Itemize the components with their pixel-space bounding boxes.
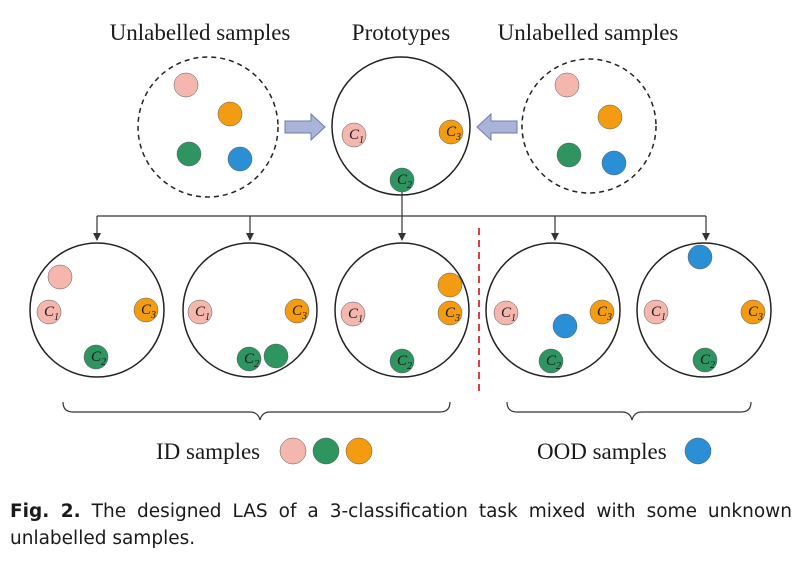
prototype-c1 bbox=[643, 299, 669, 325]
prototype-c1-label: C1 bbox=[195, 304, 210, 323]
prototype-c3 bbox=[589, 299, 615, 325]
prototype-c3-label: C3 bbox=[141, 302, 156, 321]
sample-class1 bbox=[554, 72, 580, 98]
sample-ood bbox=[552, 313, 578, 339]
ood-legend-sample bbox=[684, 437, 712, 465]
prototype-c2-label: C2 bbox=[700, 352, 715, 371]
prototype-c3-label: C3 bbox=[597, 304, 612, 323]
sample-class2 bbox=[176, 141, 202, 167]
ood-case-1: C1 C3 C2 bbox=[485, 242, 621, 378]
las-diagram: Unlabelled samples Prototypes Unlabelled… bbox=[29, 20, 772, 465]
ood-brace bbox=[506, 401, 752, 421]
prototype-c1 bbox=[341, 122, 367, 148]
id-legend-class3 bbox=[345, 437, 373, 465]
prototype-c3 bbox=[438, 119, 464, 145]
unlabelled-samples-left-label: Unlabelled samples bbox=[110, 20, 291, 45]
unlabelled-samples-right-label: Unlabelled samples bbox=[498, 20, 679, 45]
unlabelled-set-left bbox=[137, 56, 279, 198]
prototype-c2-label: C2 bbox=[244, 351, 259, 370]
ood-samples-label: OOD samples bbox=[537, 439, 667, 464]
prototype-c1-label: C1 bbox=[44, 304, 59, 323]
prototype-c3 bbox=[437, 300, 463, 326]
prototype-c2-label: C2 bbox=[397, 172, 412, 191]
prototype-c2 bbox=[83, 344, 109, 370]
prototype-c3-label: C3 bbox=[445, 305, 460, 324]
id-samples-label: ID samples bbox=[156, 439, 260, 464]
prototype-c2 bbox=[538, 348, 564, 374]
sample-class3 bbox=[597, 104, 623, 130]
prototype-c1-label: C1 bbox=[348, 306, 363, 325]
unlabelled-set-right bbox=[521, 58, 657, 194]
sample-class3 bbox=[217, 101, 243, 127]
sample-class2 bbox=[556, 142, 582, 168]
id-legend-class2 bbox=[312, 437, 340, 465]
prototype-c1 bbox=[493, 300, 519, 326]
prototype-c3-label: C3 bbox=[446, 124, 461, 143]
sample-class1 bbox=[173, 72, 199, 98]
distribution-connectors bbox=[93, 192, 710, 241]
prototype-c1 bbox=[340, 301, 366, 327]
prototypes-label: Prototypes bbox=[352, 20, 450, 45]
sample-ood bbox=[227, 146, 253, 172]
prototype-c2 bbox=[236, 346, 262, 372]
prototype-c3-label: C3 bbox=[292, 303, 307, 322]
prototype-c2-label: C2 bbox=[397, 353, 412, 372]
sample-ood bbox=[687, 244, 713, 270]
ood-case-2: C1 C3 C2 bbox=[636, 242, 772, 378]
caption-label: Fig. 2. bbox=[10, 501, 81, 522]
left-block-arrow bbox=[476, 112, 518, 142]
right-block-arrow bbox=[284, 112, 326, 142]
sample-ood bbox=[601, 150, 627, 176]
prototype-c2 bbox=[692, 347, 718, 373]
prototype-c3 bbox=[133, 297, 159, 323]
id-brace bbox=[62, 401, 451, 421]
id-case-1: C1 C3 C2 bbox=[29, 242, 165, 378]
caption-text: The designed LAS of a 3-classification t… bbox=[10, 501, 792, 549]
id-case-2: C1 C3 C2 bbox=[182, 242, 318, 378]
id-case-3: C1 C3 C2 bbox=[334, 242, 470, 378]
prototype-c3 bbox=[740, 299, 766, 325]
prototype-c3-label: C3 bbox=[748, 304, 763, 323]
prototype-c1-label: C1 bbox=[501, 305, 516, 324]
sample-class2 bbox=[263, 343, 289, 369]
id-legend-class1 bbox=[279, 437, 307, 465]
sample-class1 bbox=[47, 264, 73, 290]
prototype-c3 bbox=[284, 298, 310, 324]
sample-class3 bbox=[437, 272, 463, 298]
prototype-c1-label: C1 bbox=[349, 127, 364, 146]
prototype-c2-label: C2 bbox=[91, 349, 106, 368]
prototype-c1 bbox=[187, 299, 213, 325]
prototype-c1 bbox=[36, 299, 62, 325]
figure-caption: Fig. 2. The designed LAS of a 3-classifi… bbox=[10, 498, 792, 552]
prototype-c2-label: C2 bbox=[546, 353, 561, 372]
prototype-c1-label: C1 bbox=[651, 304, 666, 323]
prototype-c2 bbox=[389, 348, 415, 374]
prototypes-set: C1 C3 C2 bbox=[331, 56, 471, 196]
